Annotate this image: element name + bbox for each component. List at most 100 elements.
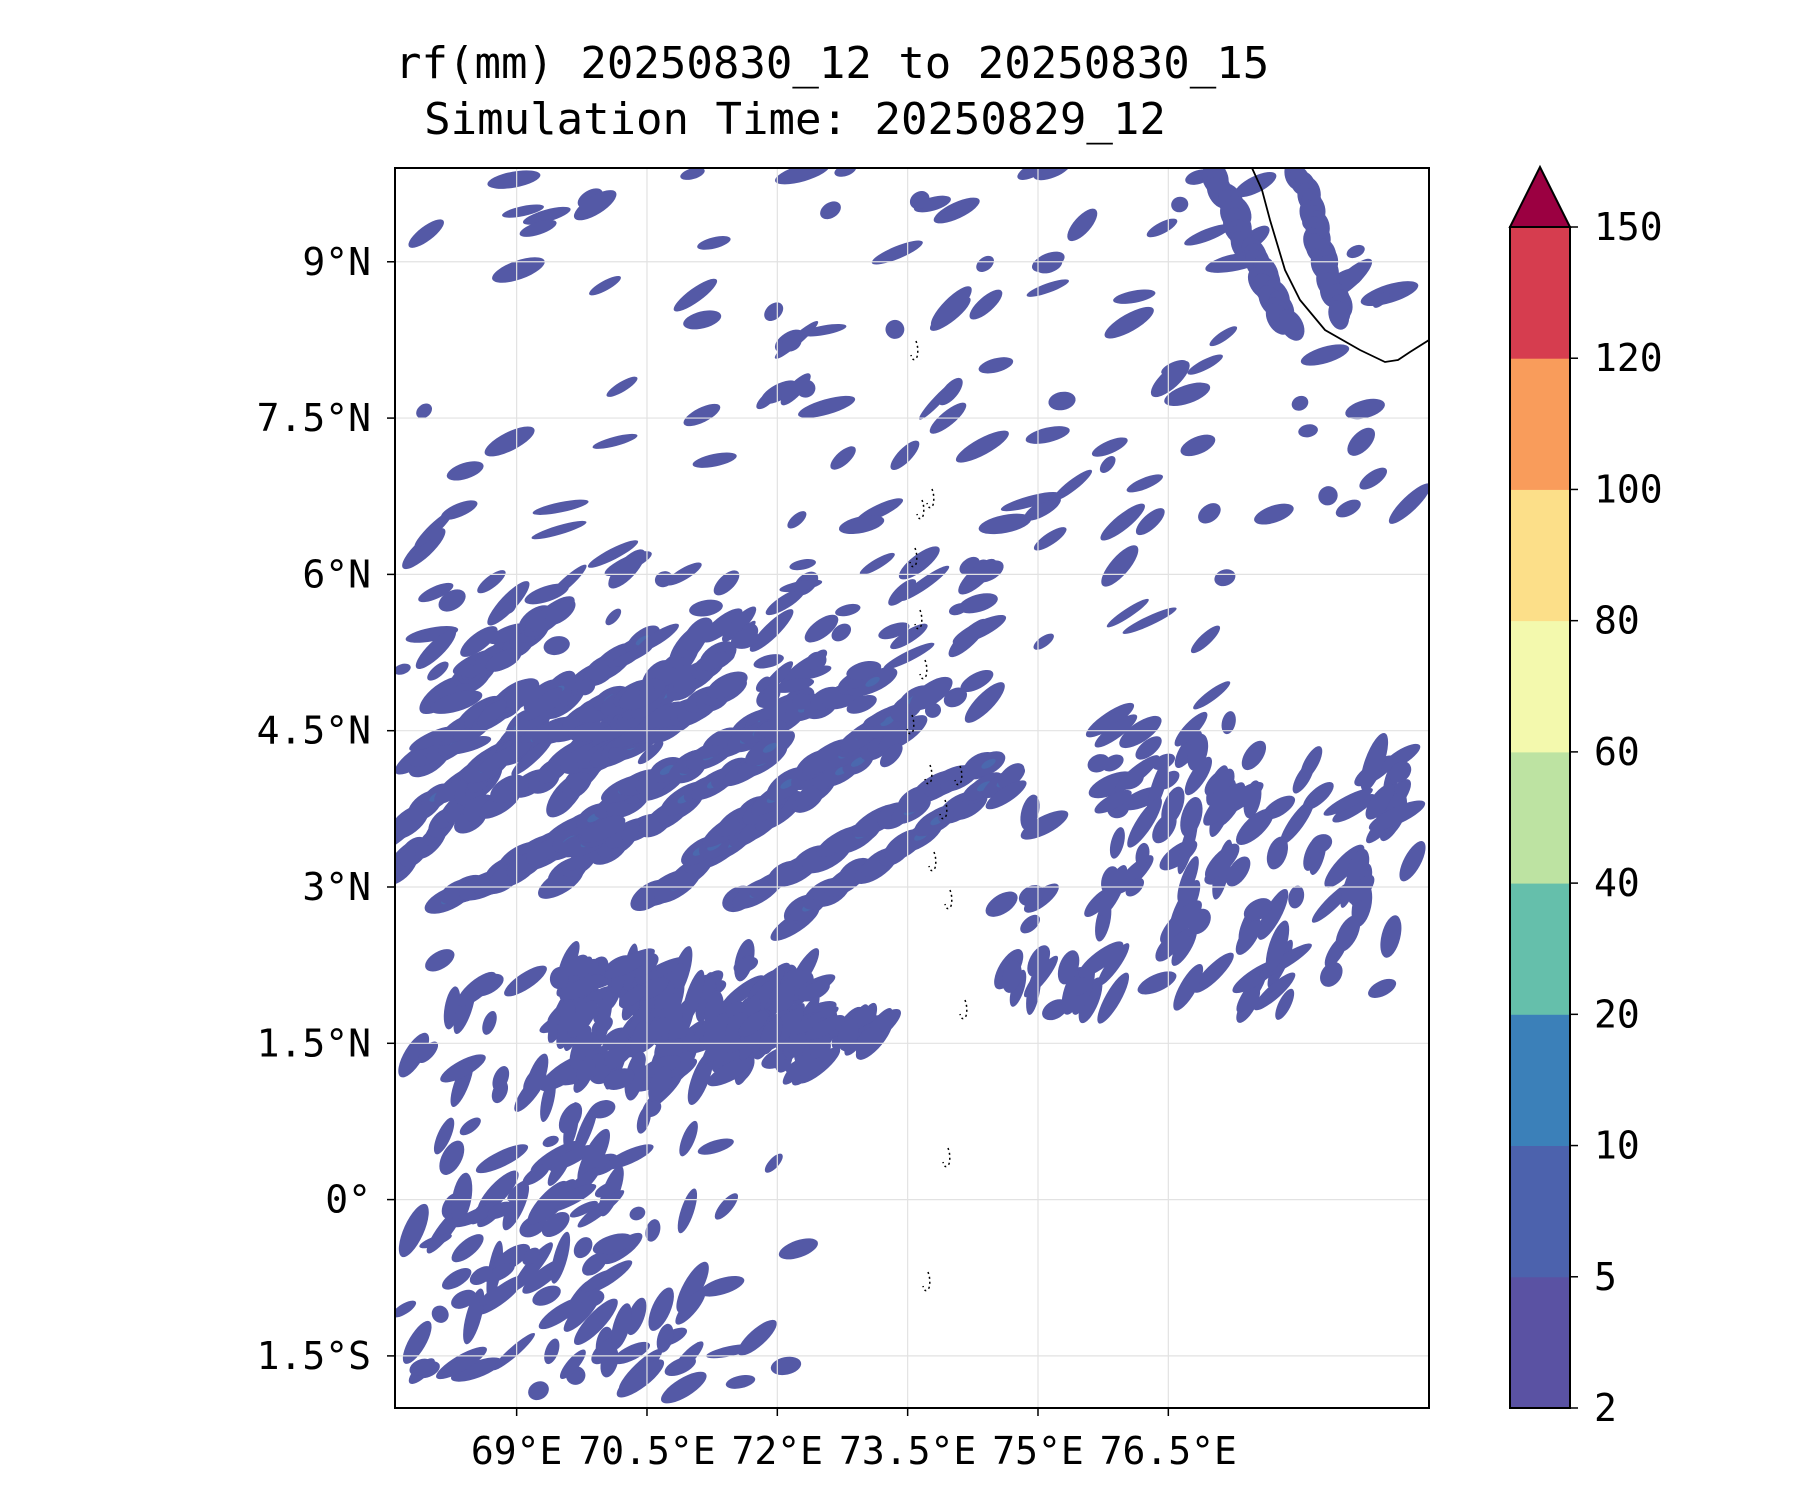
rain-cell <box>549 966 569 989</box>
rain-cell <box>780 778 795 789</box>
rain-cell <box>1221 711 1236 735</box>
y-tick-label: 1.5°N <box>257 1021 371 1065</box>
rain-cell <box>522 1163 550 1186</box>
y-tick-label: 3°N <box>302 865 371 909</box>
rain-cell <box>682 617 714 651</box>
rain-cell <box>661 1371 707 1404</box>
rain-cell <box>878 715 928 752</box>
rain-cell <box>1203 783 1242 826</box>
rain-cell <box>559 1349 586 1380</box>
rain-cell <box>464 663 484 678</box>
rain-cell <box>1253 972 1296 1011</box>
rain-cell <box>679 1120 698 1157</box>
rain-cell <box>831 623 852 642</box>
rain-cell <box>452 1203 501 1228</box>
island-outline <box>919 659 928 680</box>
rain-cell <box>713 570 740 596</box>
gridlines <box>395 168 1429 1408</box>
rain-cell <box>1300 344 1350 366</box>
rain-cell <box>794 1006 839 1035</box>
rain-cell <box>960 669 994 693</box>
island-outline <box>939 799 948 820</box>
rain-cell <box>753 654 784 669</box>
rain-cell <box>1291 395 1309 411</box>
rain-cell <box>540 1077 556 1122</box>
rain-cell <box>1020 914 1040 934</box>
rain-cell <box>1150 360 1190 398</box>
rain-cell <box>1024 496 1061 521</box>
rain-cell <box>1067 208 1098 242</box>
rain-cell <box>1078 977 1103 1024</box>
rain-cell <box>419 1233 452 1249</box>
rain-cell <box>544 1338 560 1365</box>
rain-cell <box>1280 799 1314 845</box>
rain-cell <box>820 201 841 220</box>
rain-cell <box>459 1117 481 1136</box>
rain-cell <box>569 1025 592 1069</box>
x-tick-label: 69°E <box>471 1429 563 1473</box>
rain-cell <box>409 726 455 752</box>
rain-cell <box>930 286 972 328</box>
rain-cell <box>1097 972 1130 1024</box>
rain-cell <box>691 745 724 760</box>
rain-cell <box>1275 988 1295 1020</box>
rain-cell <box>645 1219 661 1242</box>
rain-cell <box>1164 382 1211 407</box>
rain-cell <box>1152 813 1177 844</box>
rain-cell <box>477 570 506 594</box>
rain-cell <box>1204 843 1240 880</box>
rain-cell <box>1002 960 1022 993</box>
rain-cell <box>450 1357 502 1382</box>
rain-cell <box>738 1010 769 1037</box>
rain-cell <box>924 702 942 718</box>
rain-cell <box>612 1341 650 1365</box>
colorbar-segment <box>1510 1145 1570 1278</box>
x-tick-label: 72°E <box>732 1429 824 1473</box>
rain-cell <box>1300 746 1323 780</box>
rain-cell <box>978 357 1014 374</box>
rain-cell <box>398 1032 430 1078</box>
rain-cell <box>581 1270 613 1293</box>
rain-cell <box>439 1140 465 1175</box>
rain-cell <box>592 1233 633 1256</box>
rain-cell <box>395 663 411 675</box>
colorbar-tick-label: 2 <box>1594 1386 1617 1430</box>
rain-cell <box>504 965 547 997</box>
rain-cell <box>909 191 930 210</box>
rain-cell <box>487 581 530 626</box>
rain-cell <box>1318 486 1338 506</box>
rain-cell <box>1113 289 1156 304</box>
rain-cell <box>761 380 798 404</box>
rain-cell <box>856 1026 882 1054</box>
rain-cell <box>985 780 1027 810</box>
rain-cell <box>737 1319 777 1356</box>
rain-cell <box>677 1188 698 1234</box>
colorbar-tick-label: 40 <box>1594 861 1640 905</box>
rain-cell <box>948 618 988 658</box>
rain-cell <box>981 758 996 769</box>
rain-cell <box>885 319 905 339</box>
rain-cell <box>721 975 765 1010</box>
rain-cell <box>762 742 778 753</box>
rain-cell <box>436 1346 487 1380</box>
rain-cell <box>519 219 557 237</box>
rain-cell <box>648 1287 674 1331</box>
rain-cell <box>502 1182 530 1231</box>
rain-cell <box>522 206 571 225</box>
plot-frame <box>394 167 1430 1409</box>
rain-cell <box>909 676 953 711</box>
rain-cell <box>707 1057 754 1087</box>
rain-cell <box>1310 834 1333 853</box>
rain-cell <box>1033 527 1067 551</box>
rain-cell <box>1017 168 1048 180</box>
rain-cell <box>731 629 759 649</box>
rain-cell <box>744 1016 773 1048</box>
rain-cell <box>787 511 807 529</box>
rain-cell <box>976 781 992 792</box>
rain-cell <box>888 579 917 606</box>
rain-cell <box>830 446 856 470</box>
rain-cell <box>1052 469 1093 502</box>
colorbar-tick-label: 150 <box>1594 205 1663 249</box>
rain-cell <box>475 1275 525 1315</box>
rain-cell <box>548 1144 594 1172</box>
